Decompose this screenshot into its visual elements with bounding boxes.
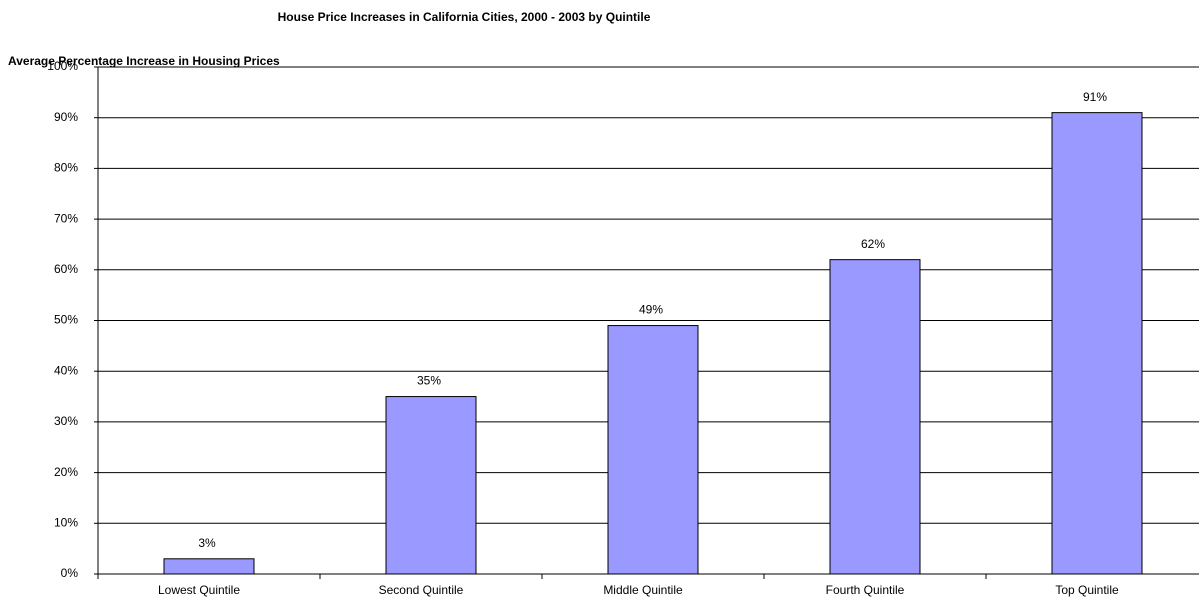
y-tick-label: 90%	[54, 110, 78, 124]
y-tick-label: 80%	[54, 161, 78, 175]
x-tick-label: Fourth Quintile	[826, 583, 905, 597]
y-tick-label: 100%	[47, 59, 78, 73]
bar	[385, 396, 477, 575]
x-tick-label: Top Quintile	[1055, 583, 1119, 597]
y-tick-label: 10%	[54, 515, 78, 529]
value-label: 91%	[1083, 90, 1107, 104]
value-label: 49%	[639, 303, 663, 317]
bar	[163, 558, 255, 575]
y-tick-label: 20%	[54, 465, 78, 479]
bar	[1051, 112, 1143, 575]
value-label: 62%	[861, 237, 885, 251]
value-label: 35%	[417, 374, 441, 388]
value-label: 3%	[198, 536, 216, 550]
y-tick-label: 60%	[54, 262, 78, 276]
y-tick-label: 50%	[54, 313, 78, 327]
y-tick-label: 70%	[54, 211, 78, 225]
x-tick-label: Second Quintile	[379, 583, 464, 597]
y-tick-label: 40%	[54, 363, 78, 377]
y-tick-label: 30%	[54, 414, 78, 428]
chart-title: House Price Increases in California Citi…	[278, 10, 651, 24]
y-axis-label: Average Percentage Increase in Housing P…	[8, 54, 280, 68]
x-tick-label: Lowest Quintile	[158, 583, 240, 597]
y-tick-label: 0%	[61, 566, 79, 580]
x-tick-label: Middle Quintile	[603, 583, 683, 597]
bar	[829, 259, 921, 575]
bar	[607, 325, 699, 575]
